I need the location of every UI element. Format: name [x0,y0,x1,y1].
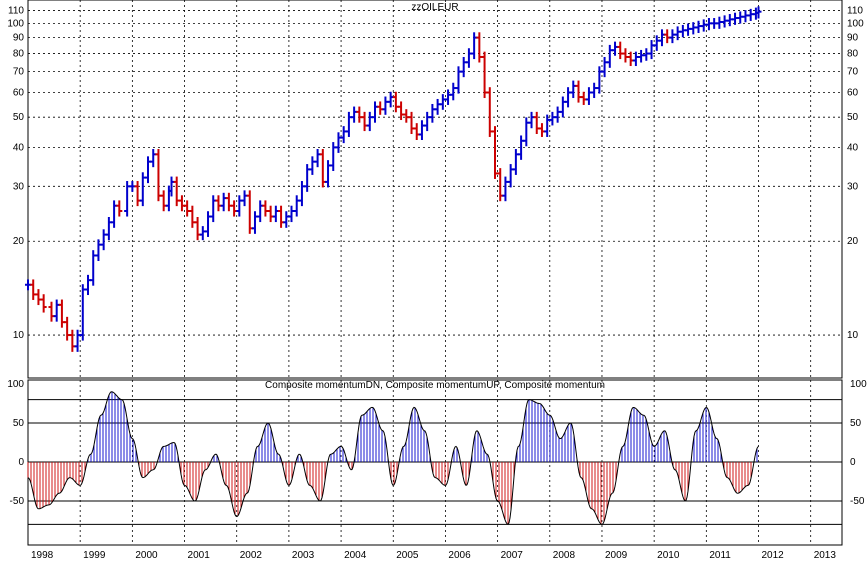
price-tick-label-left: 50 [13,112,25,123]
price-tick-label-left: 10 [13,330,25,341]
x-tick-label: 2002 [240,550,263,561]
momentum-tick-label-left: -50 [10,496,25,507]
momentum-tick-label-left: 0 [18,457,24,468]
x-tick-label: 2005 [396,550,419,561]
price-tick-label-left: 110 [8,5,24,16]
price-tick-label-left: 90 [13,33,25,44]
x-tick-label: 2010 [657,550,680,561]
x-tick-label: 2013 [814,550,837,561]
x-tick-label: 2004 [344,550,367,561]
momentum-tick-label-right: -50 [850,496,865,507]
price-tick-label-right: 30 [847,181,859,192]
price-panel-frame [27,0,843,379]
x-tick-label: 2009 [605,550,628,561]
momentum-tick-label-left: 100 [7,379,24,390]
momentum-tick-label-right: 50 [850,418,862,429]
momentum-tick-label-right: 0 [850,457,856,468]
price-tick-label-left: 70 [13,67,25,78]
price-tick-label-right: 20 [847,236,859,247]
price-tick-label-right: 80 [847,49,859,60]
x-tick-label: 2007 [501,550,524,561]
price-tick-label-right: 100 [847,18,864,29]
price-tick-label-right: 70 [847,67,859,78]
price-tick-label-left: 60 [13,87,25,98]
x-tick-label: 1998 [31,550,54,561]
price-tick-label-left: 30 [13,181,25,192]
price-chart-title: zzOILEUR [411,2,458,13]
price-tick-label-right: 50 [847,112,859,123]
price-tick-label-left: 20 [13,236,25,247]
x-tick-label: 2000 [135,550,158,561]
price-tick-label-left: 40 [13,142,25,153]
momentum-tick-label-right: 100 [850,379,867,390]
price-tick-label-right: 40 [847,142,859,153]
x-tick-label: 2001 [188,550,211,561]
x-tick-label: 2003 [292,550,315,561]
momentum-tick-label-left: 50 [13,418,25,429]
x-tick-label: 2012 [762,550,785,561]
price-tick-label-right: 60 [847,87,859,98]
price-tick-label-left: 80 [13,49,25,60]
price-tick-label-left: 100 [7,18,24,29]
price-tick-label-right: 10 [847,330,859,341]
x-tick-label: 1999 [83,550,106,561]
x-tick-label: 2006 [448,550,471,561]
momentum-curve [27,391,759,526]
price-tick-label-right: 110 [847,5,863,16]
x-tick-label: 2008 [553,550,576,561]
price-tick-label-right: 90 [847,33,859,44]
momentum-chart-title: Composite momentumDN, Composite momentum… [265,380,605,391]
x-tick-label: 2011 [709,550,731,561]
